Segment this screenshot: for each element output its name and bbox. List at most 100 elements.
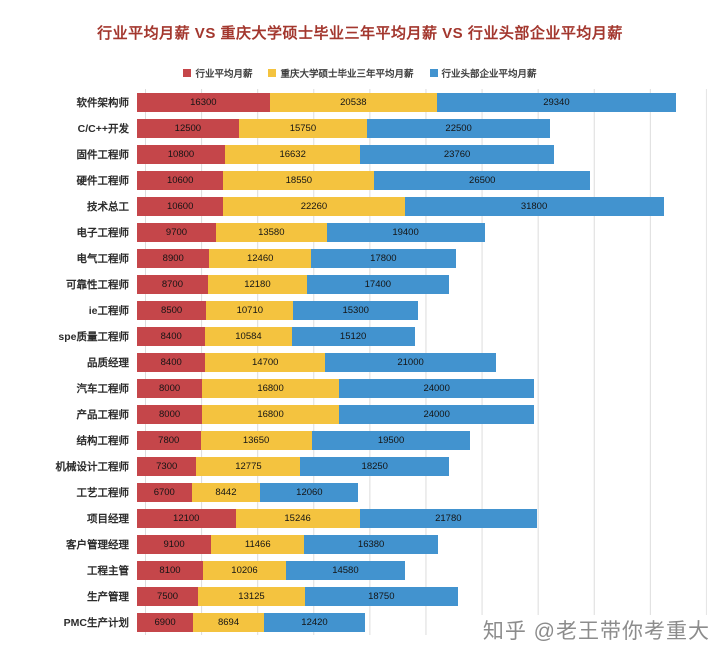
category-label: 可靠性工程师 bbox=[66, 278, 129, 291]
bar-segment: 10600 bbox=[137, 196, 224, 216]
chart-row: 汽车工程师 8000 16800 24000 bbox=[0, 375, 720, 401]
bar-value-label: 21780 bbox=[435, 512, 462, 524]
bar-track: 8700 12180 17400 bbox=[137, 274, 707, 294]
bar-segment: 7300 bbox=[137, 456, 197, 476]
bar-segment: 9100 bbox=[137, 534, 212, 554]
bar-segment: 15750 bbox=[238, 118, 368, 138]
bar-value-label: 29340 bbox=[543, 96, 570, 108]
bar-segment: 8694 bbox=[193, 612, 264, 632]
bar-segment: 9700 bbox=[137, 222, 216, 242]
bar-value-label: 6700 bbox=[153, 486, 175, 498]
bar-segment: 8400 bbox=[137, 352, 206, 372]
legend-item: 行业平均月薪 bbox=[183, 66, 252, 80]
chart-row: 工程主管 8100 10206 14580 bbox=[0, 557, 720, 583]
bar-value-label: 10206 bbox=[231, 564, 258, 576]
bar-value-label: 11466 bbox=[244, 538, 271, 550]
bar-segment: 8700 bbox=[137, 274, 208, 294]
bar-segment: 10800 bbox=[137, 144, 225, 164]
bar-track: 8400 10584 15120 bbox=[137, 326, 707, 346]
bar-value-label: 8100 bbox=[159, 564, 181, 576]
chart-row: 软件架构师 16300 20538 29340 bbox=[0, 89, 720, 115]
category-label: 项目经理 bbox=[87, 512, 129, 525]
chart-row: 生产管理 7500 13125 18750 bbox=[0, 583, 720, 609]
bar-segment: 21780 bbox=[359, 508, 537, 528]
chart-row: 电子工程师 9700 13580 19400 bbox=[0, 219, 720, 245]
chart-row: 工艺工程师 6700 8442 12060 bbox=[0, 479, 720, 505]
chart-row: 硬件工程师 10600 18550 26500 bbox=[0, 167, 720, 193]
bar-track: 7800 13650 19500 bbox=[137, 430, 707, 450]
legend-label: 行业头部企业平均月薪 bbox=[441, 69, 537, 80]
bar-track: 8100 10206 14580 bbox=[137, 560, 707, 580]
bar-segment: 16300 bbox=[137, 92, 270, 112]
category-label: 技术总工 bbox=[87, 200, 129, 213]
bar-track: 12100 15246 21780 bbox=[137, 508, 707, 528]
bar-value-label: 20538 bbox=[340, 96, 367, 108]
bar-segment: 8400 bbox=[137, 326, 206, 346]
chart-row: 固件工程师 10800 16632 23760 bbox=[0, 141, 720, 167]
bar-value-label: 12180 bbox=[244, 278, 271, 290]
chart-row: 技术总工 10600 22260 31800 bbox=[0, 193, 720, 219]
bar-value-label: 13580 bbox=[258, 226, 285, 238]
bar-value-label: 8700 bbox=[161, 278, 183, 290]
bar-segment: 19500 bbox=[311, 430, 471, 450]
chart-row: 机械设计工程师 7300 12775 18250 bbox=[0, 453, 720, 479]
bar-value-label: 12100 bbox=[173, 512, 200, 524]
category-label: 工艺工程师 bbox=[76, 486, 130, 499]
chart-row: PMC生产计划 6900 8694 12420 bbox=[0, 609, 720, 635]
bar-value-label: 26500 bbox=[469, 174, 496, 186]
bar-segment: 13580 bbox=[215, 222, 327, 242]
bar-value-label: 24000 bbox=[423, 408, 450, 420]
bar-segment: 10584 bbox=[205, 326, 292, 346]
legend-label: 重庆大学硕士毕业三年平均月薪 bbox=[280, 69, 414, 80]
bar-value-label: 6900 bbox=[154, 616, 176, 628]
bar-value-label: 23760 bbox=[443, 148, 471, 160]
bar-segment: 11466 bbox=[211, 534, 305, 554]
category-label: 生产管理 bbox=[87, 590, 129, 603]
bar-segment: 8000 bbox=[137, 378, 203, 398]
bar-segment: 8500 bbox=[137, 300, 207, 320]
chart-row: 电气工程师 8900 12460 17800 bbox=[0, 245, 720, 271]
bar-segment: 18250 bbox=[300, 456, 450, 476]
bar-segment: 12420 bbox=[263, 612, 366, 632]
bar-value-label: 12460 bbox=[246, 252, 274, 264]
bar-value-label: 18550 bbox=[285, 174, 313, 186]
category-label: 硬件工程师 bbox=[76, 174, 130, 187]
bar-segment: 24000 bbox=[338, 404, 535, 424]
bar-value-label: 18750 bbox=[368, 590, 395, 602]
bar-segment: 16800 bbox=[202, 404, 339, 424]
legend-swatch bbox=[429, 69, 438, 77]
category-label: 软件架构师 bbox=[76, 96, 130, 109]
bar-segment: 12180 bbox=[207, 274, 307, 294]
bar-value-label: 17800 bbox=[370, 252, 397, 264]
chart-legend: 行业平均月薪 重庆大学硕士毕业三年平均月薪 行业头部企业平均月薪 bbox=[0, 66, 720, 80]
category-label: 产品工程师 bbox=[76, 408, 130, 421]
bar-segment: 14580 bbox=[286, 560, 405, 580]
bar-segment: 16380 bbox=[304, 534, 438, 554]
bar-track: 16300 20538 29340 bbox=[137, 92, 707, 112]
bar-value-label: 24000 bbox=[423, 382, 450, 394]
legend-swatch bbox=[268, 69, 277, 77]
bar-value-label: 14700 bbox=[252, 356, 279, 368]
bar-segment: 13650 bbox=[200, 430, 312, 450]
bar-value-label: 22260 bbox=[300, 200, 328, 212]
chart-plot: 软件架构师 16300 20538 29340 C/C++开发 12500 15750 225… bbox=[0, 89, 720, 635]
bar-track: 9100 11466 16380 bbox=[137, 534, 707, 554]
bar-value-label: 9100 bbox=[163, 538, 185, 550]
bar-value-label: 10710 bbox=[236, 304, 264, 316]
chart-row: 产品工程师 8000 16800 24000 bbox=[0, 401, 720, 427]
chart-row: 结构工程师 7800 13650 19500 bbox=[0, 427, 720, 453]
chart-row: spe质量工程师 8400 10584 15120 bbox=[0, 323, 720, 349]
category-label: PMC生产计划 bbox=[63, 616, 129, 629]
bar-value-label: 31800 bbox=[520, 200, 548, 212]
bar-value-label: 7800 bbox=[158, 434, 180, 446]
bar-segment: 19400 bbox=[326, 222, 485, 242]
bar-value-label: 8500 bbox=[161, 304, 183, 316]
bar-value-label: 19500 bbox=[377, 434, 405, 446]
bar-value-label: 16300 bbox=[190, 96, 217, 108]
bar-segment: 31800 bbox=[404, 196, 664, 216]
bar-segment: 22260 bbox=[223, 196, 405, 216]
watermark: 知乎 @老王带你考重大 bbox=[476, 615, 710, 645]
legend-label: 行业平均月薪 bbox=[195, 69, 253, 80]
plot-rows: 软件架构师 16300 20538 29340 C/C++开发 12500 15750 225… bbox=[0, 89, 720, 635]
bar-track: 8900 12460 17800 bbox=[137, 248, 707, 268]
